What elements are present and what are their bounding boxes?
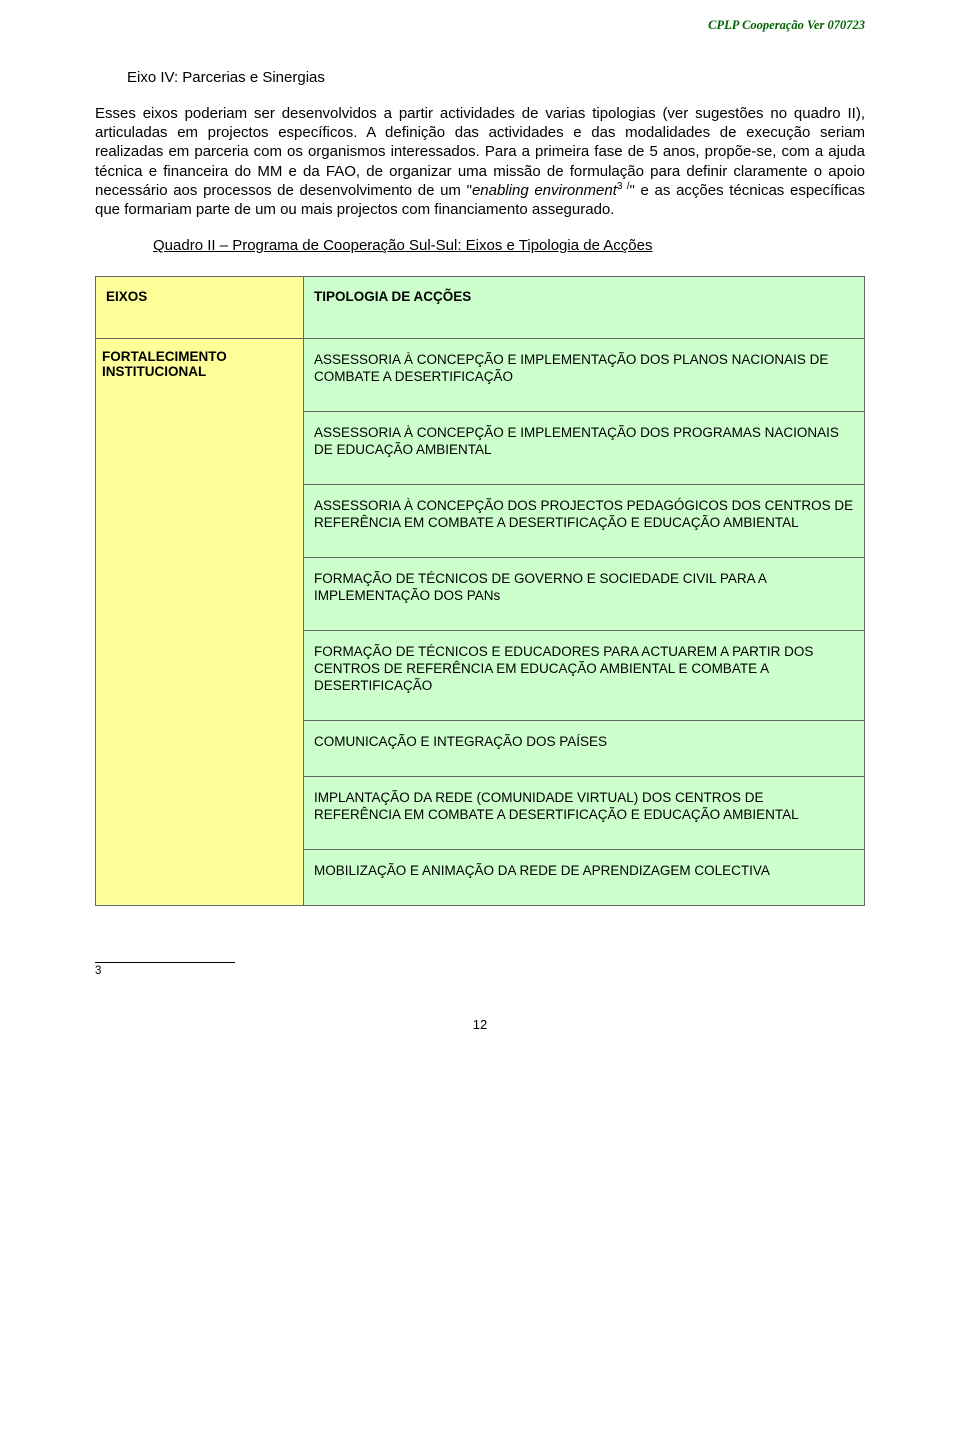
body-paragraph: Esses eixos poderiam ser desenvolvidos a… bbox=[95, 104, 865, 219]
paragraph-italic: enabling environment bbox=[472, 182, 617, 199]
action-cell: ASSESSORIA À CONCEPÇÃO E IMPLEMENTAÇÃO D… bbox=[304, 339, 865, 412]
quadro-title: Quadro II – Programa de Cooperação Sul-S… bbox=[153, 237, 865, 254]
action-cell: COMUNICAÇÃO E INTEGRAÇÃO DOS PAÍSES bbox=[304, 721, 865, 777]
table-header-row: EIXOS TIPOLOGIA DE ACÇÕES bbox=[96, 277, 865, 339]
action-cell: IMPLANTAÇÃO DA REDE (COMUNIDADE VIRTUAL)… bbox=[304, 777, 865, 850]
action-cell: ASSESSORIA À CONCEPÇÃO E IMPLEMENTAÇÃO D… bbox=[304, 412, 865, 485]
col-header-eixos: EIXOS bbox=[96, 277, 304, 339]
action-cell: ASSESSORIA À CONCEPÇÃO DOS PROJECTOS PED… bbox=[304, 485, 865, 558]
action-cell: FORMAÇÃO DE TÉCNICOS DE GOVERNO E SOCIED… bbox=[304, 558, 865, 631]
col-header-tipologia: TIPOLOGIA DE ACÇÕES bbox=[304, 277, 865, 339]
document-page: CPLP Cooperação Ver 070723 Eixo IV: Parc… bbox=[0, 0, 960, 1442]
footnote-ref: 3 / bbox=[617, 181, 630, 192]
page-number: 12 bbox=[95, 1017, 865, 1032]
section-title: Eixo IV: Parcerias e Sinergias bbox=[127, 69, 865, 86]
quadro-table: EIXOS TIPOLOGIA DE ACÇÕES FORTALECIMENTO… bbox=[95, 276, 865, 906]
running-header: CPLP Cooperação Ver 070723 bbox=[95, 18, 865, 33]
eixo-label-cell: FORTALECIMENTO INSTITUCIONAL bbox=[96, 339, 304, 906]
footnote-marker: 3 bbox=[95, 965, 865, 977]
table-row: FORTALECIMENTO INSTITUCIONAL ASSESSORIA … bbox=[96, 339, 865, 412]
footnote-separator bbox=[95, 962, 235, 963]
action-cell: MOBILIZAÇÃO E ANIMAÇÃO DA REDE DE APREND… bbox=[304, 850, 865, 906]
action-cell: FORMAÇÃO DE TÉCNICOS E EDUCADORES PARA A… bbox=[304, 631, 865, 721]
